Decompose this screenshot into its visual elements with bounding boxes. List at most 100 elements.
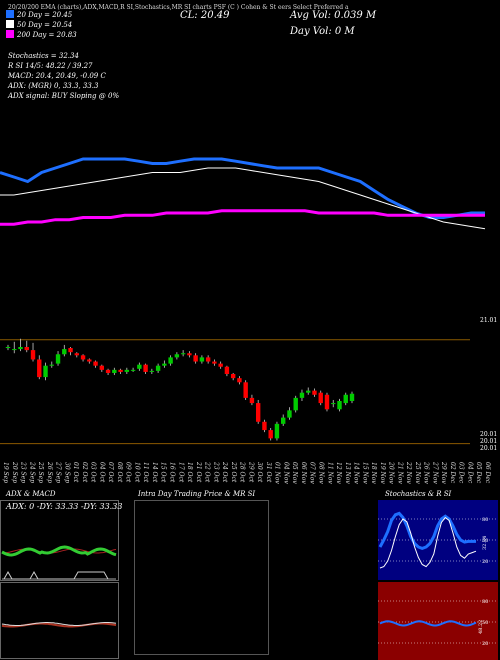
date-tick-label: 20 Nov [388,461,395,484]
candle-body [99,365,105,370]
stochastics-readout: Stochastics = 32.34 [8,52,79,60]
ema-series-line [0,167,486,230]
candle-body [255,403,261,422]
candle-body [49,364,54,366]
date-tick-label: 28 Oct [239,461,246,483]
candle-body [262,421,267,431]
date-tick-label: 04 Dec [467,462,474,484]
candle-body [237,378,242,383]
legend-label: 50 Day = 20.54 [17,21,73,29]
date-tick-label: 12 Nov [335,462,342,484]
rsi-scale-label: 20 [482,641,488,647]
legend-swatch [6,20,14,28]
candle-body [193,355,198,362]
date-tick-label: 30 Sep [63,462,70,483]
price-axis-label: 20.01 [480,445,497,452]
candle-body [337,401,342,410]
candle-body [268,430,273,439]
intraday-panel-title: Intra Day Trading Price & MR SI [138,490,256,498]
price-level-lines [0,339,470,445]
adx-signal-readout: ADX signal: BUY Sloping @ 0% [8,92,120,100]
candle-body [130,369,136,371]
rsi-scale-label: 80 [482,599,488,605]
price-axis-label: 21.01 [480,317,497,324]
chart-title: 20/20/200 EMA (charts),ADX,MACD,R SI,Sto… [8,4,349,11]
date-tick-label: 14 Nov [353,462,360,484]
date-tick-label: 26 Sep [46,461,53,483]
date-tick-label: 06 Dec [484,462,491,484]
candle-body [243,382,248,398]
close-price-label: CL: 20.49 [180,10,230,21]
candle-body [205,357,211,362]
adx-minus-di-line [1,548,117,554]
stochastics-line [379,516,477,569]
candle-body [287,410,292,418]
rsi-background [378,582,498,660]
candle-body [318,392,323,404]
adx-panel-title: ADX & MACD [6,490,56,498]
candle-body [87,359,92,362]
candlesticks [5,338,355,441]
stoch-panel-title: Stochastics & R SI [385,490,452,498]
legend-entry: 20 Day = 20.45 [6,10,77,20]
legend-label: 20 Day = 20.45 [17,11,73,19]
candle-body [293,397,298,411]
date-tick-label: 16 Oct [169,462,176,483]
date-tick-label: 10 Oct [134,462,141,483]
adx-signal-steps [3,570,109,580]
date-axis: 19 Sep 20 Sep 23 Sep 24 Sep 25 Sep 26 Sep 27 S… [2,461,491,484]
date-tick-label: 21 Nov [396,461,403,484]
candle-body [105,369,111,373]
stoch-value-label: 32.34 [482,536,488,550]
date-tick-label: 19 Nov [379,462,386,484]
date-tick-label: 08 Oct [116,462,123,483]
candle-body [80,355,86,360]
date-tick-label: 25 Oct [230,461,237,483]
date-tick-label: 26 Nov [423,461,430,484]
intraday-panel [134,500,269,655]
date-tick-label: 24 Oct [221,461,228,483]
candle-body [30,350,36,360]
rsi-line [379,620,477,627]
stoch-scale-label: 20 [482,559,488,565]
candle-body [37,359,42,378]
date-tick-label: 31 Oct [265,462,272,483]
date-tick-label: 09 Oct [125,462,132,483]
date-tick-label: 21 Oct [195,461,202,483]
rsi-scale-label: 50 [482,620,488,626]
date-tick-label: 13 Nov [344,462,351,484]
candle-body [12,349,17,351]
date-tick-label: 05 Nov [291,462,298,484]
date-tick-label: 07 Oct [107,462,114,483]
date-tick-label: 14 Oct [151,462,158,483]
legend-entry: 200 Day = 20.83 [6,30,77,40]
candle-body [174,354,180,358]
candle-body [162,363,167,366]
candle-body [24,347,29,351]
ema-series-line [0,209,485,226]
candle-body [5,347,11,349]
candle-body [218,363,223,367]
candle-body [43,365,48,378]
date-tick-label: 29 Oct [247,461,254,483]
candle-body [212,361,217,364]
candle-body [155,365,161,371]
candle-body [149,370,155,372]
date-tick-label: 15 Nov [361,462,368,484]
date-tick-label: 11 Nov [326,462,333,484]
candle-body [224,366,230,374]
candle-body [118,369,123,372]
date-tick-label: 01 Nov [274,462,281,484]
candle-body [274,423,280,439]
candle-body [112,369,117,373]
candle-body [349,393,355,401]
date-tick-label: 18 Nov [370,462,377,484]
candle-body [199,357,205,362]
date-tick-label: 11 Oct [142,462,149,483]
date-tick-label: 18 Oct [186,462,193,483]
date-tick-label: 30 Oct [256,462,263,483]
date-tick-label: 25 Sep [37,461,44,483]
candle-body [312,390,317,395]
ema-legend: 20 Day = 20.45 50 Day = 20.54 200 Day = 20… [6,10,77,40]
legend-entry: 50 Day = 20.54 [6,20,77,30]
